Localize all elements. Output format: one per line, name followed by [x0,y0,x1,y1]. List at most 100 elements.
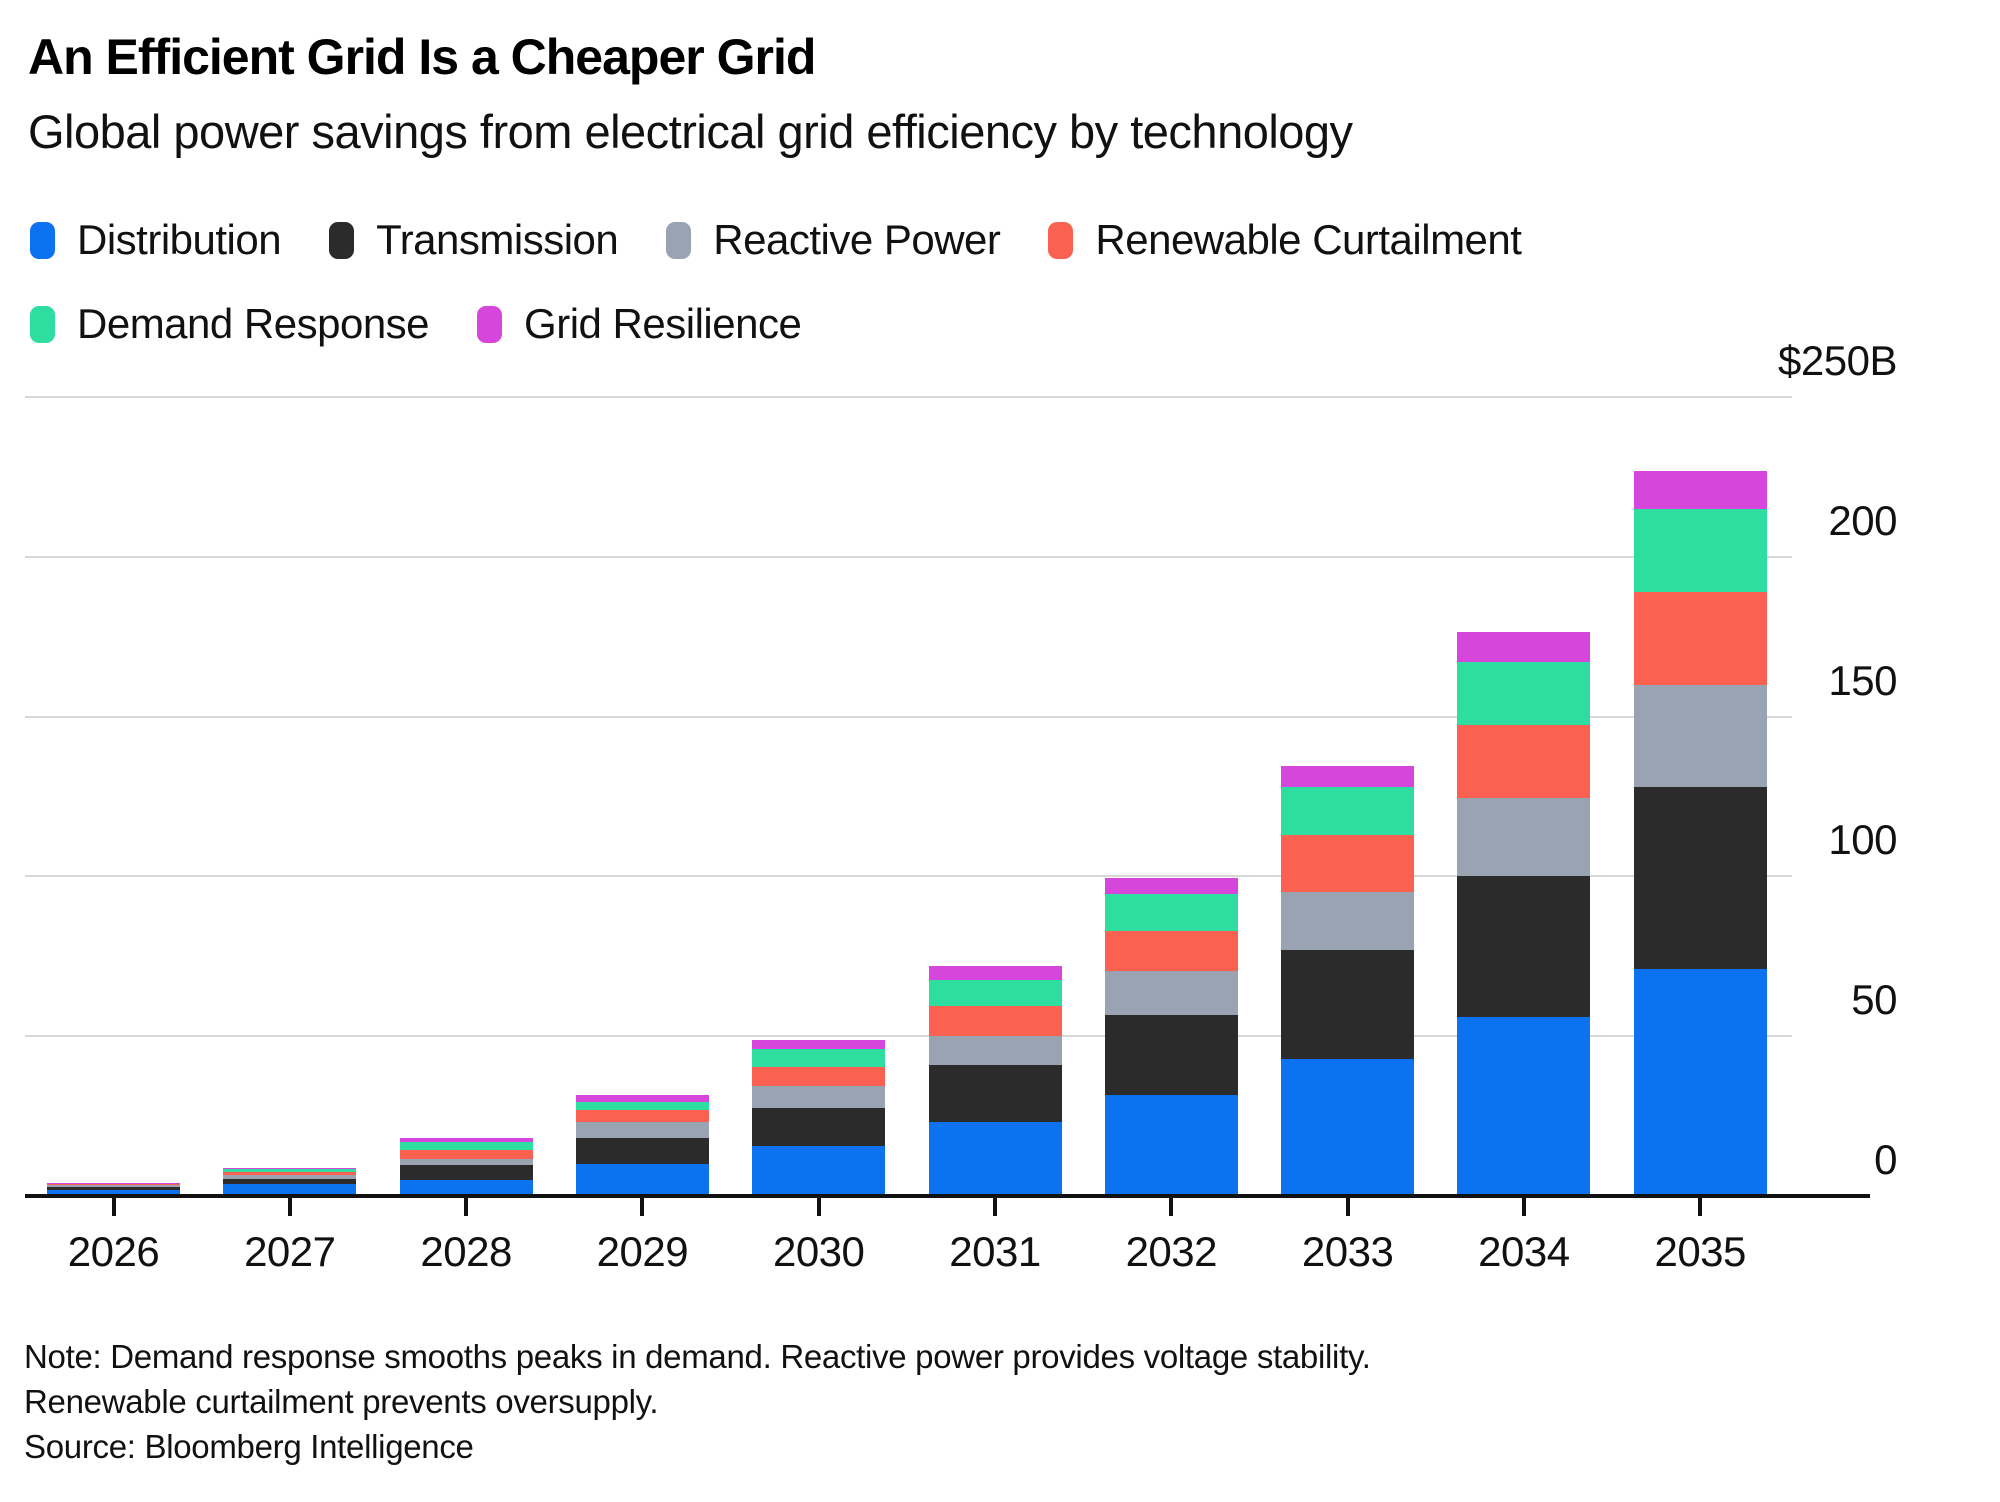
y-axis-label-150: 150 [1828,656,1897,704]
bar-2027-segment-reactive-power [223,1175,357,1179]
note-text: Note: Demand response smooths peaks in d… [24,1338,1371,1420]
x-axis-tick-2034 [1521,1198,1526,1216]
legend-item-demand-response: Demand Response [30,300,430,348]
legend-swatch-distribution [30,221,55,259]
bar-2027-segment-transmission [223,1178,357,1185]
x-axis-line [25,1194,1870,1198]
x-axis-tick-2035 [1698,1198,1703,1216]
legend-label: Reactive Power [713,216,1001,263]
bar-2032-segment-transmission [1104,1015,1238,1096]
x-axis-label-2034: 2034 [1478,1228,1570,1275]
x-axis-label-2027: 2027 [244,1228,336,1275]
legend-label: Demand Response [77,300,430,347]
bar-2034-segment-reactive-power [1457,798,1591,877]
bar-2030-segment-demand-response [752,1048,886,1067]
bar-2033-segment-transmission [1281,949,1415,1059]
bar-2033-segment-demand-response [1281,786,1415,835]
bar-2031-segment-demand-response [928,980,1062,1006]
x-axis-tick-2033 [1345,1198,1350,1216]
x-axis-label-2028: 2028 [420,1228,512,1275]
bar-2028-segment-reactive-power [399,1159,533,1165]
bar-2029-segment-distribution [575,1164,709,1196]
bar-2032-segment-distribution [1104,1095,1238,1196]
gridline-250 [25,396,1792,398]
bar-2029-segment-grid-resilience [575,1095,709,1103]
bar-2033-segment-distribution [1281,1058,1415,1196]
bar-2033-segment-reactive-power [1281,892,1415,950]
bar-2032-segment-demand-response [1104,893,1238,931]
x-axis-tick-2027 [287,1198,292,1216]
x-axis-label-2035: 2035 [1654,1228,1746,1275]
y-axis-label-0: 0 [1874,1136,1897,1183]
bar-2034-segment-distribution [1457,1017,1591,1196]
bar-2030-segment-grid-resilience [752,1040,886,1049]
bar-2026-segment-grid-resilience [47,1183,180,1185]
bar-2035-segment-renewable-curtailment [1633,591,1767,685]
x-axis-label-2030: 2030 [772,1228,865,1275]
x-axis-label-2032: 2032 [1125,1228,1218,1275]
source-text: Source: Bloomberg Intelligence [24,1428,474,1465]
bar-2033-segment-grid-resilience [1281,766,1415,787]
bar-2032-segment-reactive-power [1104,970,1238,1016]
legend-label: Renewable Curtailment [1095,216,1522,263]
x-axis-label-2026: 2026 [67,1228,160,1275]
bar-2028-segment-grid-resilience [399,1138,533,1142]
bar-2031-segment-distribution [928,1122,1062,1196]
bar-2029-segment-transmission [575,1138,709,1165]
bar-2030-segment-distribution [752,1146,886,1196]
chart-title: An Efficient Grid Is a Cheaper Grid [28,29,816,85]
bar-2035-segment-demand-response [1633,508,1767,592]
bar-2031-segment-reactive-power [928,1036,1062,1065]
bar-2028-segment-distribution [399,1180,533,1196]
bar-2035-segment-transmission [1633,786,1767,970]
y-axis-label-250: $250B [1778,337,1897,384]
bar-2031-segment-grid-resilience [928,965,1062,981]
bar-2028-segment-demand-response [399,1141,533,1150]
bar-2034-segment-renewable-curtailment [1457,724,1591,799]
bar-2026-segment-reactive-power [47,1184,180,1188]
bar-2028-segment-transmission [399,1164,533,1180]
bar-2026-segment-distribution [47,1189,180,1196]
x-axis-tick-2031 [993,1198,997,1216]
x-axis-label-2031: 2031 [949,1228,1041,1275]
bar-2027-segment-demand-response [223,1169,357,1173]
legend-swatch-transmission [329,221,355,259]
legend-item-renewable-curtailment: Renewable Curtailment [1048,216,1522,264]
y-axis-label-50: 50 [1851,976,1897,1024]
x-axis-tick-2032 [1169,1198,1174,1216]
bar-2029-segment-renewable-curtailment [575,1110,709,1122]
bar-2027-segment-distribution [223,1184,357,1196]
bar-2030-segment-transmission [752,1108,886,1147]
legend-item-transmission: Transmission [329,216,619,264]
y-axis-label-100: 100 [1828,816,1897,864]
bar-2029-segment-demand-response [575,1102,709,1111]
bar-2027-segment-renewable-curtailment [223,1172,357,1176]
gridline-200 [25,555,1792,558]
bar-2034-segment-grid-resilience [1457,631,1591,663]
legend-swatch-reactive-power [666,221,692,259]
x-axis-tick-2030 [816,1198,821,1216]
legend-item-grid-resilience: Grid Resilience [477,300,802,348]
bar-2031-segment-transmission [928,1064,1062,1123]
legend-label: Distribution [77,216,282,263]
bar-2033-segment-renewable-curtailment [1281,834,1415,893]
y-axis-label-200: 200 [1828,496,1897,544]
bar-2034-segment-transmission [1457,876,1591,1017]
x-axis-tick-2029 [640,1198,645,1216]
bar-2030-segment-renewable-curtailment [752,1066,886,1086]
gridline-50 [25,1035,1792,1038]
legend-item-reactive-power: Reactive Power [666,216,1001,264]
x-axis-label-2033: 2033 [1301,1228,1394,1275]
bar-2031-segment-renewable-curtailment [928,1005,1062,1037]
bar-2035-segment-reactive-power [1633,684,1767,787]
x-axis-tick-2028 [464,1198,469,1216]
legend-label: Transmission [376,216,619,263]
bar-2026-segment-transmission [47,1187,180,1190]
x-axis-tick-2026 [111,1198,116,1216]
gridline-100 [25,875,1792,878]
x-axis-label-2029: 2029 [596,1228,689,1275]
bar-2028-segment-renewable-curtailment [399,1149,533,1160]
gridline-150 [25,715,1792,718]
bar-2032-segment-grid-resilience [1104,877,1238,894]
